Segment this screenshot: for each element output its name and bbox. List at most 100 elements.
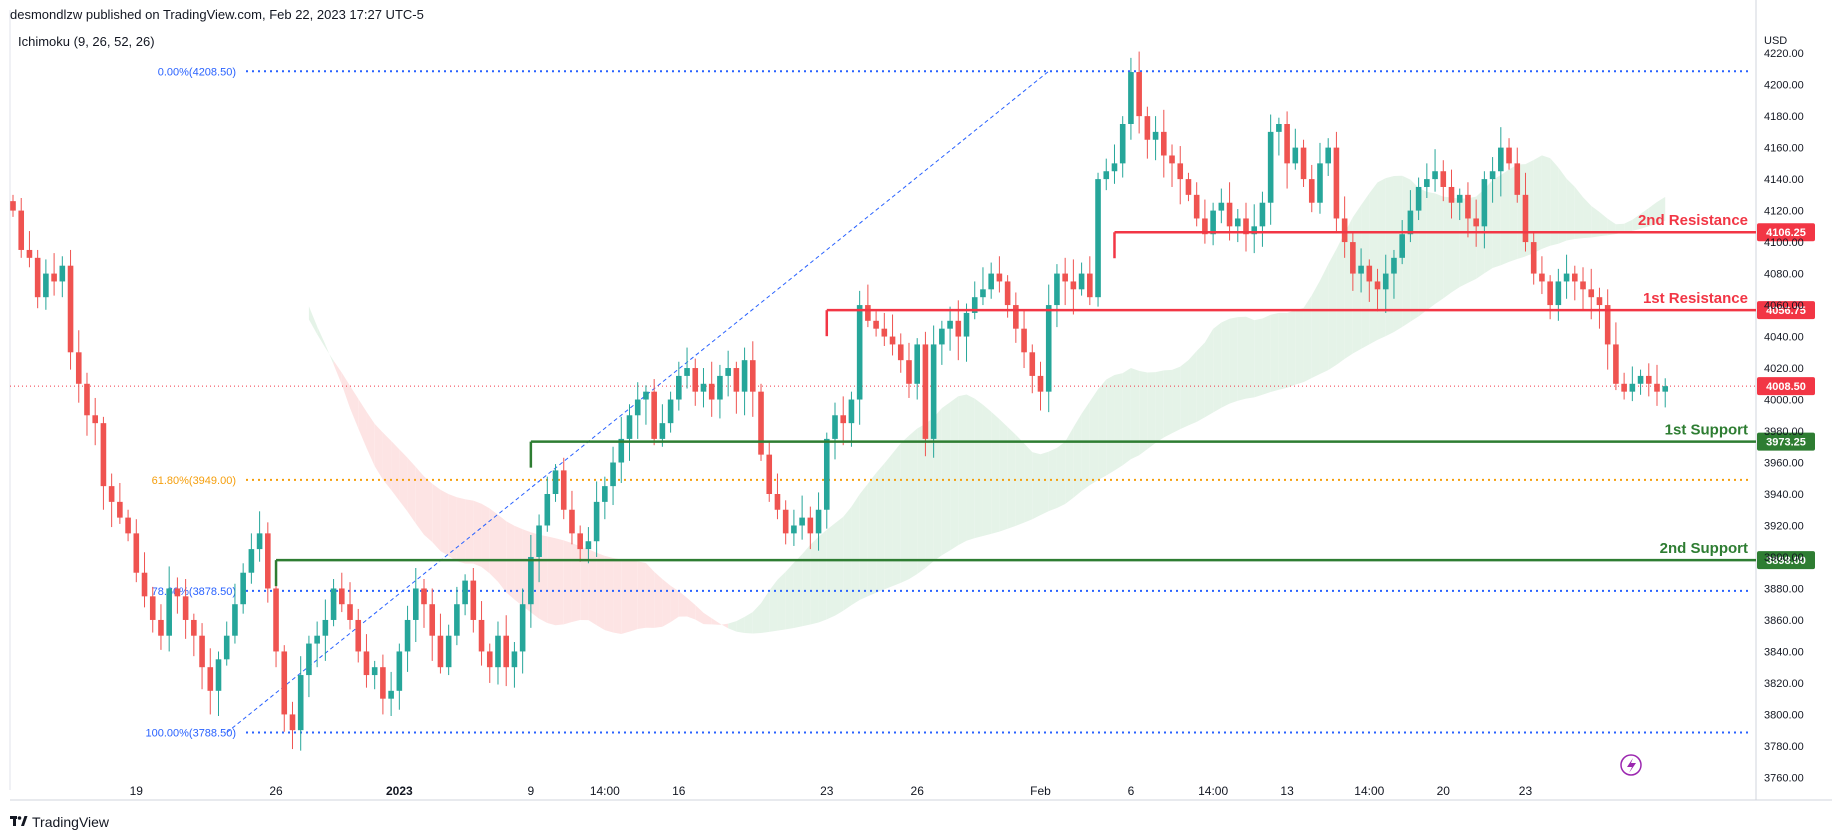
candle-up[interactable] <box>1210 202 1216 246</box>
candle-down[interactable] <box>1654 364 1660 406</box>
candle-up[interactable] <box>791 509 797 546</box>
candle-up[interactable] <box>1292 128 1299 170</box>
candle-up[interactable] <box>59 256 66 298</box>
candle-up[interactable] <box>717 364 723 419</box>
candle-down[interactable] <box>265 522 271 603</box>
candle-down[interactable] <box>1547 275 1553 320</box>
candle-down[interactable] <box>1333 131 1340 233</box>
candle-up[interactable] <box>1382 254 1389 313</box>
candle-up[interactable] <box>823 432 830 529</box>
candle-down[interactable] <box>339 572 345 613</box>
candle-down[interactable] <box>1448 169 1455 219</box>
candle-up[interactable] <box>1317 142 1323 214</box>
candle-up[interactable] <box>215 651 222 716</box>
candle-down[interactable] <box>1596 287 1603 329</box>
candle-up[interactable] <box>725 350 731 397</box>
candle-up[interactable] <box>519 588 526 674</box>
candle-up[interactable] <box>1054 264 1060 328</box>
candle-up[interactable] <box>462 574 468 616</box>
candle-down[interactable] <box>84 372 90 436</box>
candle-down[interactable] <box>1185 172 1192 202</box>
candle-down[interactable] <box>1308 164 1315 213</box>
candle-down[interactable] <box>1284 111 1290 189</box>
candle-up[interactable] <box>939 320 945 365</box>
candle-down[interactable] <box>1070 259 1077 315</box>
candle-up[interactable] <box>330 579 337 627</box>
candle-up[interactable] <box>388 671 394 716</box>
candle-down[interactable] <box>429 588 436 661</box>
candle-up[interactable] <box>947 306 953 351</box>
candle-up[interactable] <box>1498 127 1504 197</box>
candle-up[interactable] <box>1456 188 1463 221</box>
candle-down[interactable] <box>774 473 781 520</box>
candle-down[interactable] <box>651 379 657 446</box>
candle-down[interactable] <box>1506 138 1512 170</box>
candle-down[interactable] <box>569 490 575 545</box>
candle-up[interactable] <box>166 566 172 652</box>
candle-down[interactable] <box>10 194 16 217</box>
candle-up[interactable] <box>1563 254 1570 299</box>
candle-up[interactable] <box>1424 163 1430 198</box>
candle-up[interactable] <box>322 599 329 661</box>
candle-up[interactable] <box>1415 177 1422 221</box>
candle-down[interactable] <box>125 509 131 542</box>
candle-down[interactable] <box>380 654 386 715</box>
candle-up[interactable] <box>930 325 937 458</box>
candle-up[interactable] <box>1489 157 1496 203</box>
candle-up[interactable] <box>1045 284 1052 413</box>
candle-up[interactable] <box>1637 369 1644 395</box>
candle-down[interactable] <box>881 312 888 346</box>
candle-up[interactable] <box>700 368 707 408</box>
candle-up[interactable] <box>1251 204 1258 254</box>
candle-up[interactable] <box>297 656 304 751</box>
candle-up[interactable] <box>610 446 616 506</box>
candle-down[interactable] <box>199 623 205 690</box>
candle-down[interactable] <box>207 648 214 715</box>
candle-down[interactable] <box>1366 259 1373 302</box>
candle-up[interactable] <box>856 290 863 425</box>
candle-down[interactable] <box>1580 267 1586 310</box>
candle-up[interactable] <box>1095 172 1101 307</box>
candle-up[interactable] <box>454 586 460 646</box>
candle-down[interactable] <box>92 397 98 446</box>
candle-up[interactable] <box>832 402 838 460</box>
candle-up[interactable] <box>1481 171 1488 249</box>
candle-down[interactable] <box>1588 268 1595 320</box>
candle-up[interactable] <box>1662 378 1669 408</box>
candle-down[interactable] <box>1193 182 1200 227</box>
candle-down[interactable] <box>363 634 370 688</box>
candle-down[interactable] <box>1374 268 1381 312</box>
candle-down[interactable] <box>478 601 485 666</box>
candle-down[interactable] <box>421 579 427 628</box>
candle-up[interactable] <box>1152 116 1159 161</box>
candle-up[interactable] <box>659 404 666 447</box>
candle-down[interactable] <box>191 613 197 657</box>
candle-down[interactable] <box>1522 172 1529 252</box>
candle-up[interactable] <box>593 481 600 557</box>
candle-down[interactable] <box>1202 199 1208 244</box>
candle-down[interactable] <box>34 249 41 309</box>
candle-down[interactable] <box>289 701 296 750</box>
candle-down[interactable] <box>67 249 74 370</box>
candle-down[interactable] <box>347 582 353 630</box>
candle-down[interactable] <box>1226 182 1233 241</box>
candle-down[interactable] <box>692 358 699 406</box>
candle-down[interactable] <box>1645 363 1652 397</box>
candle-down[interactable] <box>807 506 814 550</box>
candle-down[interactable] <box>708 361 715 417</box>
candle-up[interactable] <box>528 534 534 628</box>
candle-up[interactable] <box>848 391 855 447</box>
candle-down[interactable] <box>100 416 107 510</box>
candle-up[interactable] <box>240 563 246 614</box>
candle-up[interactable] <box>232 583 238 644</box>
candle-down[interactable] <box>897 333 904 373</box>
candle-up[interactable] <box>536 514 542 583</box>
candle-up[interactable] <box>1218 188 1225 224</box>
candle-down[interactable] <box>437 613 444 674</box>
candle-down[interactable] <box>51 253 57 296</box>
candle-up[interactable] <box>988 262 994 299</box>
candle-down[interactable] <box>1514 147 1521 203</box>
candle-up[interactable] <box>1629 366 1636 402</box>
candle-up[interactable] <box>980 267 986 306</box>
